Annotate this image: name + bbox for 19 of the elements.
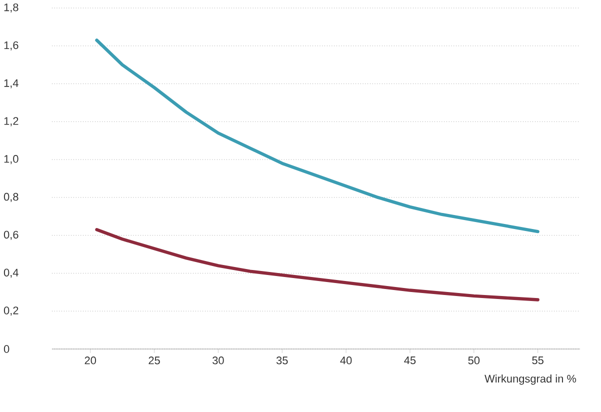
y-tick-label: 1,0 [4, 155, 18, 164]
y-tick-label: 1,4 [4, 79, 18, 88]
y-tick-label: 0 [4, 345, 10, 353]
x-tick-label: 45 [404, 356, 416, 364]
x-axis-title: Wirkungsgrad in % [484, 374, 576, 385]
x-tick-label: 50 [468, 356, 480, 364]
x-tick-label: 35 [276, 356, 288, 364]
y-tick-label: 0,8 [4, 192, 18, 202]
x-tick-label: 55 [532, 356, 544, 364]
y-tick-label: 1,8 [4, 3, 18, 13]
x-tick-label: 25 [148, 356, 160, 364]
x-tick-label: 20 [84, 356, 96, 364]
y-tick-label: 1,6 [4, 41, 18, 50]
y-tick-label: 0,2 [4, 306, 18, 316]
x-tick-label: 40 [340, 356, 352, 364]
y-tick-label: 1,2 [4, 117, 18, 126]
y-tick-label: 0,6 [4, 230, 18, 240]
x-tick-label: 30 [212, 356, 224, 364]
y-tick-label: 0,4 [4, 268, 18, 278]
